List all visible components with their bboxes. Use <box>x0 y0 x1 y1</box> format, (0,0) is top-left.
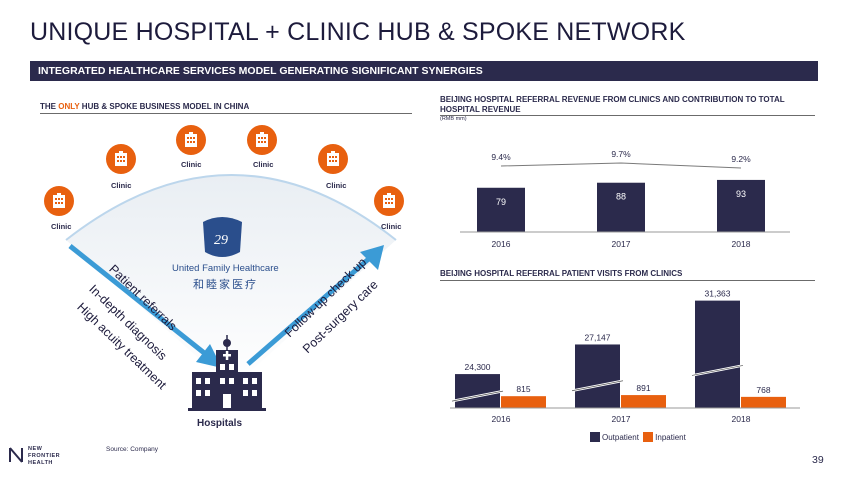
revenue-bar <box>597 182 645 232</box>
hub-spoke-heading: THE ONLY HUB & SPOKE BUSINESS MODEL IN C… <box>40 102 249 111</box>
clinic-label: Clinic <box>111 181 132 190</box>
revenue-bar-label: 79 <box>496 197 506 207</box>
followup-arrow-head <box>360 245 384 270</box>
heading-accent: ONLY <box>58 102 80 111</box>
chart2-heading: BEIJING HOSPITAL REFERRAL PATIENT VISITS… <box>440 269 683 278</box>
heading-post: HUB & SPOKE BUSINESS MODEL IN CHINA <box>79 102 250 111</box>
hospital-label: Hospitals <box>197 418 243 429</box>
page-title: UNIQUE HOSPITAL + CLINIC HUB & SPOKE NET… <box>30 18 686 46</box>
chart2-legend: Outpatient Inpatient <box>590 432 686 442</box>
inpatient-bar <box>741 396 786 408</box>
logo-line2: FRONTIER <box>28 453 61 459</box>
revenue-bar <box>477 187 525 232</box>
clinic-icon <box>247 125 277 155</box>
fan-area <box>66 175 396 388</box>
left-divider <box>40 113 412 114</box>
visits-x-tick: 2017 <box>612 414 631 424</box>
clinic-icon <box>176 125 206 155</box>
inpatient-label: 891 <box>636 383 650 393</box>
legend-inpatient: Inpatient <box>655 433 686 442</box>
revenue-x-tick: 2017 <box>612 239 631 249</box>
inpatient-label: 768 <box>756 385 770 395</box>
chart1-heading: BEIJING HOSPITAL REFERRAL REVENUE FROM C… <box>440 95 785 114</box>
page-number: 39 <box>812 454 824 466</box>
outpatient-bar <box>455 374 500 408</box>
revenue-bar <box>717 179 765 232</box>
ufh-logo-icon <box>203 217 242 257</box>
referral-arrow-shaft <box>68 244 210 358</box>
clinic-icon <box>44 186 74 216</box>
svg-text:29: 29 <box>214 233 228 248</box>
contribution-label: 9.7% <box>611 149 631 159</box>
clinic-label: Clinic <box>253 160 274 169</box>
axis-break-line <box>691 365 744 376</box>
outpatient-bar <box>695 300 740 408</box>
revenue-x-tick: 2018 <box>732 239 751 249</box>
nfh-logo-text: NEW FRONTIER HEALTH <box>28 446 60 467</box>
ufh-brand-cn: 和睦家医疗 <box>193 279 258 291</box>
visits-x-tick: 2018 <box>732 414 751 424</box>
inpatient-bar <box>501 396 546 408</box>
visits-chart: 24,300 2016 27,147 2017 31,363 2018 815 891 768 <box>450 290 800 424</box>
fan-arc <box>65 174 397 241</box>
outpatient-label: 24,300 <box>465 362 491 372</box>
referral-arrow-head <box>196 344 222 368</box>
chart2-divider <box>440 280 815 281</box>
revenue-chart: 79 2016 9.4% 88 2017 9.7% 93 2018 9.2% <box>460 149 790 249</box>
logo-line1: NEW <box>28 446 43 452</box>
chart1-divider <box>440 115 815 116</box>
outpatient-label: 31,363 <box>705 290 731 299</box>
source-note: Source: Company <box>106 446 159 453</box>
clinic-label: Clinic <box>381 222 402 231</box>
outpatient-label: 27,147 <box>585 332 611 342</box>
clinic-icon <box>374 186 404 216</box>
legend-outpatient: Outpatient <box>602 433 639 442</box>
outpatient-bar <box>575 344 620 408</box>
clinic-label: Clinic <box>51 222 72 231</box>
chart1-unit: (RMB mm) <box>440 116 467 122</box>
followup-arrow-shaft <box>246 254 374 366</box>
section-banner: INTEGRATED HEALTHCARE SERVICES MODEL GEN… <box>30 61 818 81</box>
revenue-bar-label: 88 <box>616 192 626 202</box>
heading-pre: THE <box>40 102 59 111</box>
contribution-line <box>500 162 742 169</box>
inpatient-bar <box>621 395 666 408</box>
clinic-label: Clinic <box>181 160 202 169</box>
axis-break-line <box>571 380 624 392</box>
inpatient-label: 815 <box>516 384 530 394</box>
contribution-label: 9.4% <box>491 152 511 162</box>
nfh-logo-icon <box>9 447 23 463</box>
logo-line3: HEALTH <box>28 460 53 466</box>
hospital-building-icon <box>188 335 266 411</box>
hub-spoke-diagram: 29 <box>65 174 397 411</box>
axis-break-line <box>451 390 504 402</box>
revenue-x-tick: 2016 <box>492 239 511 249</box>
revenue-bar-label: 93 <box>736 189 746 199</box>
contribution-label: 9.2% <box>731 154 751 164</box>
clinic-icon <box>106 144 136 174</box>
legend-swatch-outpatient <box>590 432 600 442</box>
clinic-icon <box>318 144 348 174</box>
visits-x-tick: 2016 <box>492 414 511 424</box>
ufh-brand-en: United Family Healthcare <box>172 263 279 274</box>
legend-swatch-inpatient <box>643 432 654 442</box>
clinic-label: Clinic <box>326 181 347 190</box>
